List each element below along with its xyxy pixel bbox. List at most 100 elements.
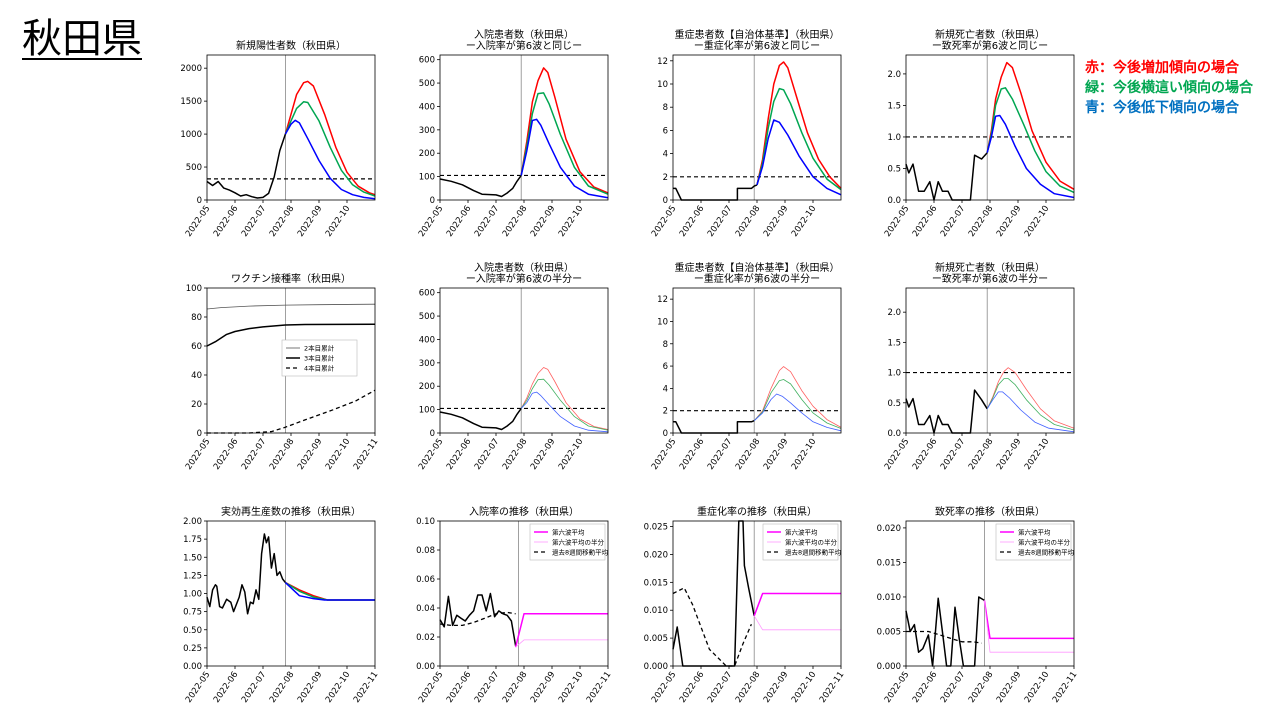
- chart-title: ー致死率が第6波の半分ー: [932, 272, 1048, 285]
- y-tick-label: 0.005: [644, 634, 668, 644]
- series-line: [206, 303, 376, 310]
- x-tick-label: 2022-06: [212, 204, 241, 239]
- x-tick-label: 2022-06: [445, 670, 474, 705]
- y-tick-label: 0.020: [644, 550, 668, 560]
- y-tick-label: 40: [191, 371, 202, 381]
- series-line: [206, 533, 286, 615]
- x-tick-label: 2022-05: [184, 437, 213, 472]
- plot-frame: [439, 54, 609, 201]
- y-tick-label: 12: [657, 57, 668, 67]
- chart-panel: 新規死亡者数（秋田県） ー致死率が第6波の半分ー 0.0 0.5 1.0 1.5 2.0 20…: [883, 261, 1075, 472]
- y-tick-label: 1.25: [183, 571, 202, 581]
- x-tick-label: 2022-05: [650, 670, 679, 705]
- y-tick-label: 600: [419, 56, 435, 66]
- x-tick-label: 2022-06: [678, 670, 707, 705]
- series-line: [905, 152, 988, 201]
- x-tick-label: 2022-08: [268, 204, 297, 239]
- plot-frame: [206, 520, 376, 667]
- y-tick-label: 100: [186, 284, 202, 294]
- y-tick-label: 6: [663, 126, 668, 136]
- x-tick-label: 2022-08: [734, 204, 763, 239]
- y-tick-label: 2.0: [887, 308, 901, 318]
- series-line: [986, 114, 1075, 199]
- x-tick-label: 2022-09: [762, 437, 791, 472]
- chart-svg: 新規死亡者数（秋田県）ー致死率が第6波と同じー 0.0 0.5 1.0 1.5 2.0 20…: [883, 28, 1075, 239]
- y-tick-label: 400: [419, 102, 435, 112]
- y-tick-label: 0.75: [183, 608, 202, 618]
- x-tick-label: 2022-07: [706, 670, 735, 705]
- x-tick-label: 2022-07: [939, 204, 968, 239]
- series-line: [753, 379, 842, 429]
- x-tick-label: 2022-10: [324, 670, 353, 705]
- chart-title: ー入院率が第6波と同じー: [466, 39, 582, 52]
- x-tick-label: 2022-05: [650, 204, 679, 239]
- x-tick-label: 2022-10: [557, 437, 586, 472]
- y-tick-label: 10: [657, 80, 668, 90]
- series-line: [753, 366, 842, 428]
- x-tick-label: 2022-07: [240, 204, 269, 239]
- series-line: [514, 613, 608, 648]
- y-tick-label: 0.5: [887, 164, 901, 174]
- chart-panel: ワクチン接種率（秋田県） 0 20 40 60 80 100 2022-05 2022-06 20…: [184, 272, 381, 472]
- series-line: [285, 581, 375, 601]
- y-tick-label: 0.5: [887, 399, 901, 409]
- legend-label: 4本目累計: [304, 364, 335, 373]
- chart-title: 新規陽性者数（秋田県）: [236, 39, 346, 52]
- chart-svg: 重症化率の推移（秋田県） 0.000 0.005 0.010 0.015 0.020 0.0…: [644, 505, 847, 705]
- scenario-legend: 赤：今後増加傾向の場合 緑：今後横這い傾向の場合 青：今後低下傾向の場合: [1085, 58, 1253, 118]
- x-tick-label: 2022-05: [184, 204, 213, 239]
- y-tick-label: 300: [419, 359, 435, 369]
- chart-title: ー致死率が第6波と同じー: [932, 39, 1048, 52]
- chart-svg: 実効再生産数の推移（秋田県） 0.00 0.25 0.50 0.75 1.00 1.25 1.…: [183, 505, 380, 705]
- y-tick-label: 2: [663, 173, 668, 183]
- x-tick-label: 2022-10: [1023, 204, 1052, 239]
- y-tick-label: 0.0: [887, 196, 901, 206]
- chart-panel: 入院患者数（秋田県） ー入院率が第6波の半分ー 0 100 200 300 400 500 60…: [417, 261, 609, 472]
- x-tick-label: 2022-06: [911, 204, 940, 239]
- legend-label: 2本目累計: [304, 344, 335, 353]
- x-tick-label: 2022-11: [585, 670, 614, 705]
- plot-frame: [206, 287, 376, 434]
- y-tick-label: 1.00: [183, 590, 202, 600]
- series-line: [520, 92, 609, 195]
- y-tick-label: 8: [663, 340, 668, 350]
- x-tick-label: 2022-05: [650, 437, 679, 472]
- y-tick-label: 400: [419, 335, 435, 345]
- y-tick-label: 0.02: [416, 633, 435, 643]
- chart-title: 入院患者数（秋田県）: [474, 28, 574, 41]
- chart-title: ー入院率が第6波の半分ー: [466, 272, 582, 285]
- y-tick-label: 2000: [180, 64, 202, 74]
- x-tick-label: 2022-10: [557, 204, 586, 239]
- y-tick-label: 0.50: [183, 626, 202, 636]
- series-line: [756, 87, 842, 191]
- series-line: [986, 87, 1075, 194]
- y-tick-label: 8: [663, 103, 668, 113]
- y-tick-label: 0: [663, 429, 668, 439]
- scenario-legend-blue: 青：今後低下傾向の場合: [1085, 100, 1239, 116]
- x-tick-label: 2022-07: [473, 204, 502, 239]
- y-tick-label: 2: [663, 407, 668, 417]
- series-line: [520, 378, 609, 431]
- x-tick-label: 2022-07: [473, 437, 502, 472]
- chart-title: 重症化率の推移（秋田県）: [697, 505, 817, 518]
- chart-title: 重症患者数【自治体基準】（秋田県）: [675, 28, 840, 41]
- x-tick-label: 2022-07: [706, 437, 735, 472]
- series-line: [753, 393, 842, 432]
- chart-svg: 入院患者数（秋田県）ー入院率が第6波の半分ー 0 100 200 300 400 500 60…: [417, 261, 609, 472]
- chart-panel: 致死率の推移（秋田県） 0.000 0.005 0.010 0.015 0.020 2022…: [877, 505, 1080, 705]
- x-tick-label: 2022-07: [473, 670, 502, 705]
- series-line: [983, 600, 1074, 640]
- series-line: [520, 67, 609, 194]
- x-tick-label: 2022-10: [1023, 437, 1052, 472]
- x-tick-label: 2022-09: [296, 670, 325, 705]
- x-tick-label: 2022-08: [268, 670, 297, 705]
- series-line: [206, 323, 376, 347]
- legend-label: 3本目累計: [304, 354, 335, 363]
- y-tick-label: 0.010: [877, 593, 901, 603]
- chart-title: 新規死亡者数（秋田県）: [935, 261, 1045, 274]
- x-tick-label: 2022-11: [352, 437, 381, 472]
- y-tick-label: 300: [419, 126, 435, 136]
- series-line: [906, 630, 982, 644]
- plot-frame: [672, 520, 842, 667]
- chart-title: 入院率の推移（秋田県）: [469, 505, 579, 518]
